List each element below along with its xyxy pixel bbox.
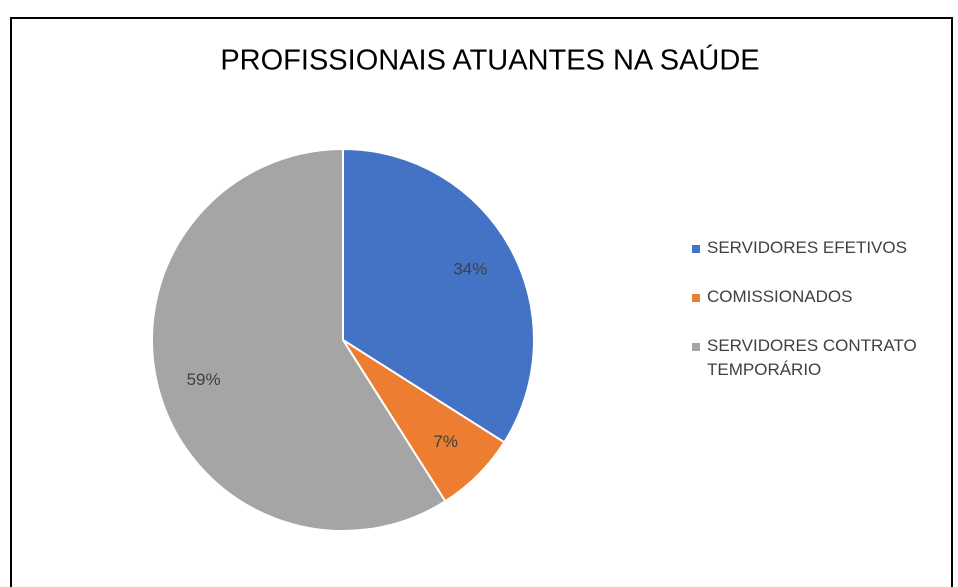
legend-swatch xyxy=(692,343,700,351)
legend-swatch xyxy=(692,294,700,302)
legend-item: SERVIDORES EFETIVOS xyxy=(690,236,950,260)
legend-item: SERVIDORES CONTRATO TEMPORÁRIO xyxy=(690,334,950,382)
pie-slice xyxy=(342,147,535,444)
chart-border xyxy=(10,17,953,587)
legend-label: COMISSIONADOS xyxy=(707,287,853,306)
data-label: 59% xyxy=(187,370,221,389)
legend-item: COMISSIONADOS xyxy=(690,285,950,309)
chart-title: PROFISSIONAIS ATUANTES NA SAÚDE xyxy=(220,44,759,77)
data-label: 7% xyxy=(433,432,458,451)
legend-swatch xyxy=(692,245,700,253)
legend-label: SERVIDORES CONTRATO TEMPORÁRIO xyxy=(707,336,917,379)
legend-label: SERVIDORES EFETIVOS xyxy=(707,238,907,257)
pie-slice xyxy=(151,147,447,532)
legend: SERVIDORES EFETIVOS COMISSIONADOS SERVIDOR… xyxy=(690,236,950,407)
data-label: 34% xyxy=(453,260,487,279)
